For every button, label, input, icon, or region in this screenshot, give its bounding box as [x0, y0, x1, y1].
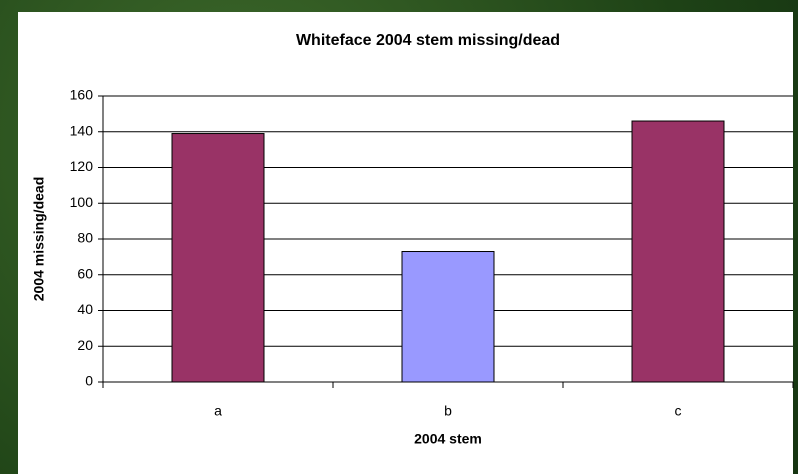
- x-tick-label: c: [675, 403, 682, 419]
- y-tick-label: 100: [70, 194, 94, 210]
- y-tick-label: 60: [77, 265, 93, 281]
- y-tick-label: 0: [85, 373, 93, 389]
- chart-title: Whiteface 2004 stem missing/dead: [296, 32, 560, 49]
- y-tick-label: 120: [70, 158, 94, 174]
- x-axis-label: 2004 stem: [414, 431, 482, 447]
- x-tick-label: b: [444, 403, 452, 419]
- bar: [172, 134, 264, 382]
- bar: [632, 121, 724, 382]
- x-tick-label: a: [214, 403, 222, 419]
- chart: Whiteface 2004 stem missing/dead 2004 st…: [0, 0, 798, 474]
- bar: [402, 252, 494, 382]
- y-tick-label: 80: [77, 230, 93, 246]
- y-tick-label: 20: [77, 337, 93, 353]
- page: Whiteface 2004 stem missing/dead 2004 st…: [0, 0, 798, 474]
- y-tick-label: 40: [77, 301, 93, 317]
- y-axis-label: 2004 missing/dead: [31, 177, 47, 302]
- y-tick-label: 160: [70, 87, 94, 103]
- y-tick-label: 140: [70, 122, 94, 138]
